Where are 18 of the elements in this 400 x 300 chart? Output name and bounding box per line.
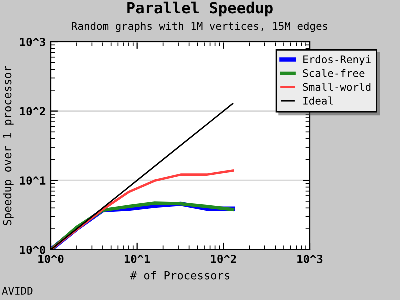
x-tick-label: 10^3 xyxy=(298,254,323,264)
legend-label: Erdos-Renyi xyxy=(304,55,371,66)
legend-label: Ideal xyxy=(304,96,333,105)
y-axis-title: Speedup over 1 processor xyxy=(3,66,14,226)
x-tick-label: 10^1 xyxy=(124,254,150,264)
x-axis-title: # of Processors xyxy=(130,271,230,280)
line-series xyxy=(51,170,234,250)
legend-label: Scale-free xyxy=(303,69,365,78)
x-tick-label: 10^2 xyxy=(211,254,236,264)
x-tick-label: 10^0 xyxy=(38,254,64,264)
y-tick-label: 10^3 xyxy=(20,38,46,46)
y-tick-label: 10^1 xyxy=(20,176,46,185)
y-tick-label: 10^0 xyxy=(20,246,46,254)
y-tick-label: 10^2 xyxy=(20,107,46,116)
legend-label: Small-world xyxy=(303,82,371,92)
chart-subtitle: Random graphs with 1M vertices, 15M edges xyxy=(72,22,328,32)
text: AVIDD xyxy=(2,287,33,295)
chart-title: Parallel Speedup xyxy=(128,2,273,17)
